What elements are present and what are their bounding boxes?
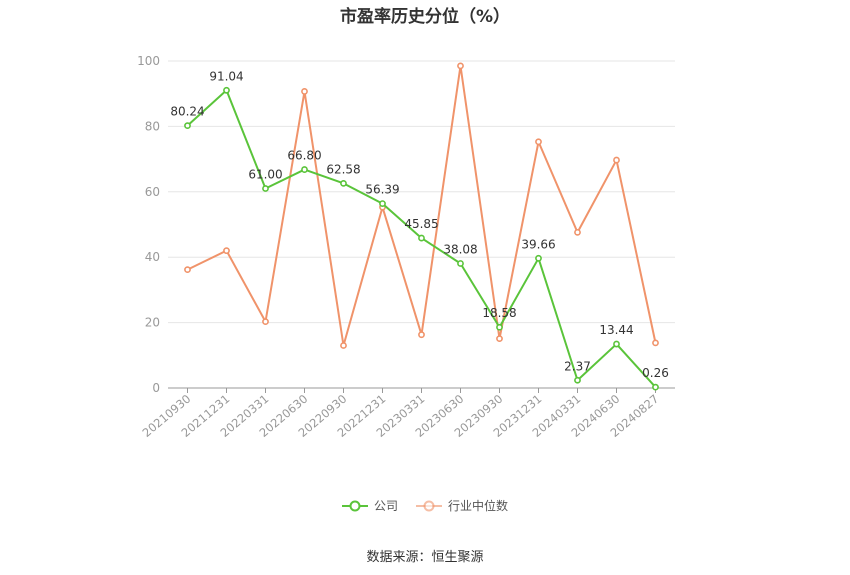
legend-industry-label: 行业中位数: [448, 499, 509, 513]
company-point: [418, 234, 425, 242]
company-data-label: 2.37: [564, 359, 591, 373]
industry-point: [184, 266, 191, 274]
y-tick-label: 60: [145, 185, 160, 199]
industry-point: [340, 342, 347, 349]
legend: 公司 行业中位数: [0, 497, 850, 514]
industry-point: [301, 88, 308, 95]
company-point: [574, 376, 581, 384]
company-data-label: 66.80: [287, 149, 321, 163]
industry-point: [457, 62, 464, 70]
legend-company-line-icon: [341, 500, 368, 511]
company-data-label: 62.58: [326, 162, 360, 176]
legend-item-industry[interactable]: 行业中位数: [416, 497, 508, 514]
industry-point: [613, 156, 620, 164]
company-point: [184, 122, 191, 130]
series-line-industry: [187, 64, 657, 347]
company-data-label: 80.24: [170, 105, 204, 119]
legend-industry-line-icon: [416, 500, 442, 511]
industry-point: [496, 335, 503, 343]
y-tick-label: 80: [145, 119, 160, 133]
company-data-label: 56.39: [365, 183, 399, 197]
company-point: [613, 340, 620, 348]
y-tick-label: 40: [145, 250, 160, 264]
industry-point: [418, 331, 425, 339]
company-point: [379, 200, 386, 208]
industry-point: [262, 318, 269, 326]
y-tick-label: 0: [152, 381, 160, 395]
company-data-label: 45.85: [404, 217, 438, 231]
industry-point: [574, 228, 581, 236]
company-data-label: 18.58: [482, 306, 516, 320]
company-point: [652, 383, 659, 391]
company-point: [496, 323, 503, 331]
company-data-label: 39.66: [521, 237, 555, 251]
company-point: [340, 179, 347, 187]
legend-company-label: 公司: [373, 499, 398, 513]
company-data-label: 38.08: [443, 242, 477, 256]
industry-point: [652, 339, 659, 347]
company-data-label: 61.00: [248, 168, 282, 182]
company-point: [262, 185, 269, 192]
company-point: [535, 254, 542, 262]
source-note: 数据来源：恒生聚源: [366, 550, 484, 565]
y-tick-label: 20: [145, 316, 160, 330]
y-tick-label: 100: [137, 54, 160, 68]
legend-item-company[interactable]: 公司: [341, 497, 398, 514]
company-data-label: 13.44: [599, 323, 633, 337]
company-point: [223, 86, 230, 94]
company-data-label: 0.26: [642, 366, 669, 380]
company-point: [457, 260, 464, 267]
company-data-label: 91.04: [209, 69, 243, 83]
company-point: [301, 166, 308, 173]
industry-point: [223, 247, 230, 255]
chart-title: 市盈率历史分位（%）: [339, 7, 511, 27]
industry-point: [535, 138, 542, 146]
